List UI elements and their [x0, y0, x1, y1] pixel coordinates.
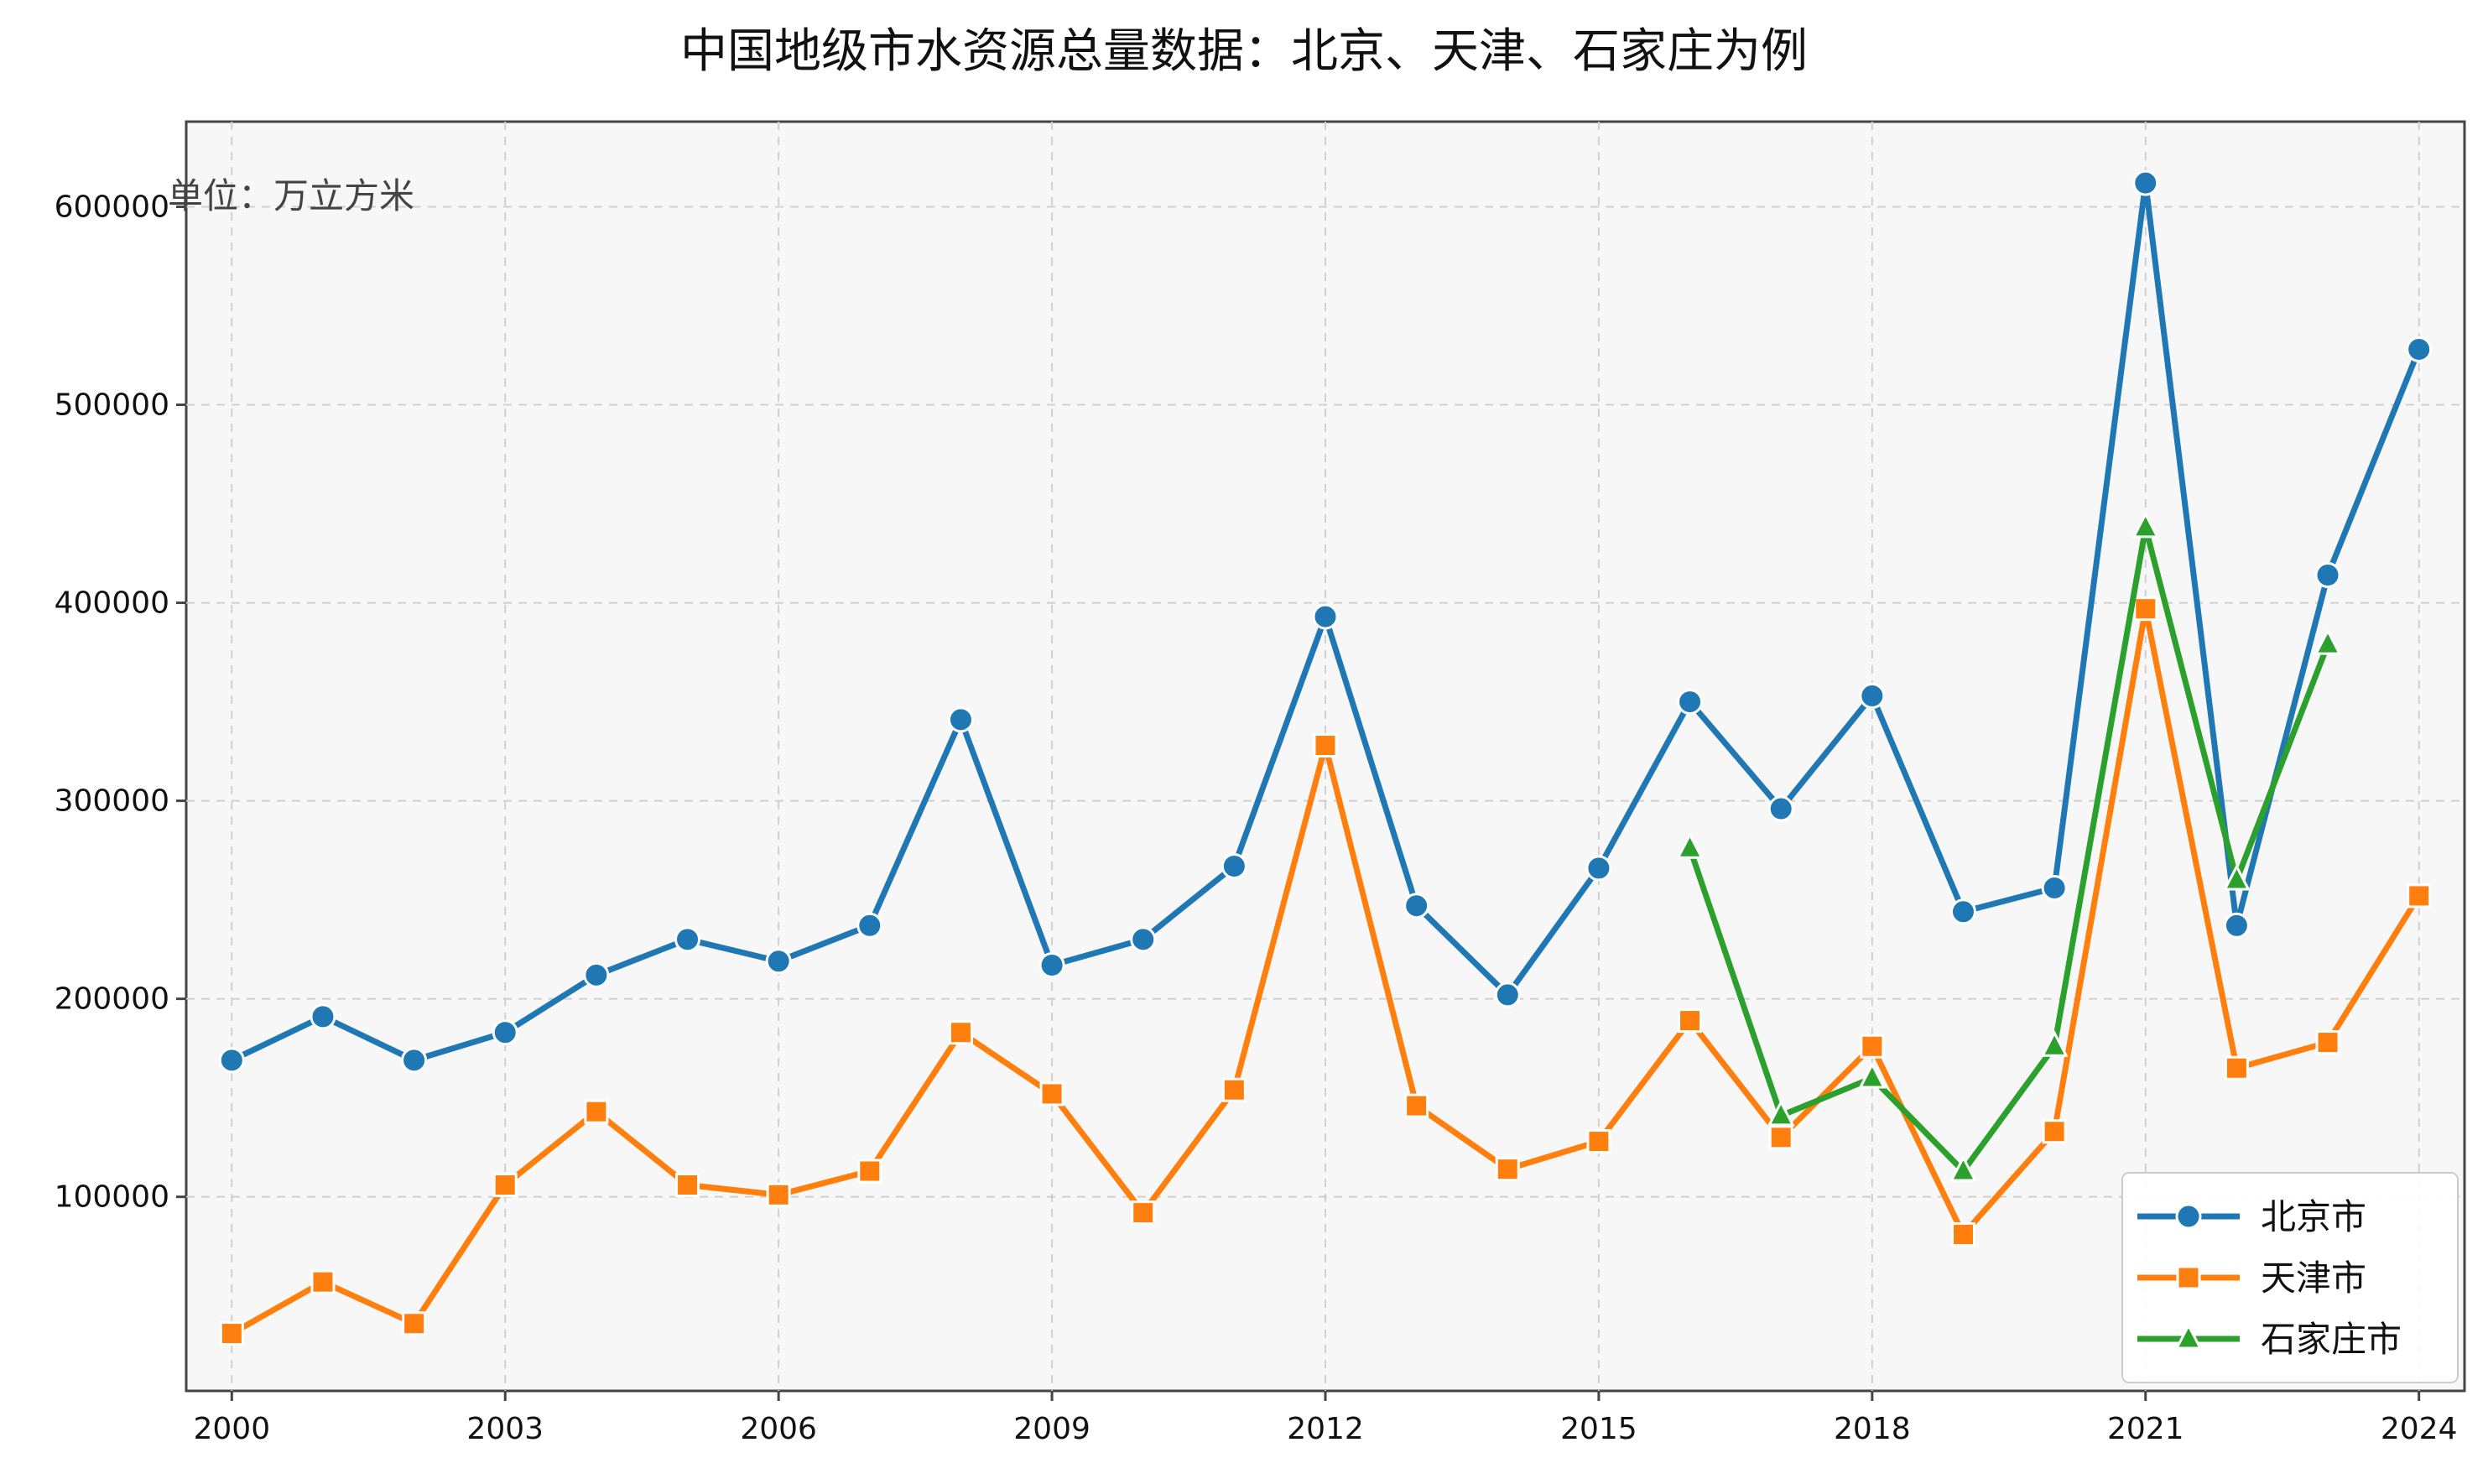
data-point: [1038, 952, 1065, 979]
x-tick-label: 2012: [1287, 1412, 1364, 1446]
series-layer: [218, 169, 2433, 1346]
series-1: [219, 596, 2432, 1346]
data-point: [1494, 982, 1521, 1008]
data-point: [1768, 1125, 1793, 1150]
chart-title: 中国地级市水资源总量数据：北京、天津、石家庄为例: [680, 24, 1808, 79]
x-tick-label: 2018: [1834, 1412, 1911, 1446]
legend-marker: [2176, 1265, 2201, 1290]
y-tick-label: 200000: [55, 982, 169, 1017]
x-tick-label: 2015: [1560, 1412, 1637, 1446]
data-point: [492, 1173, 518, 1198]
x-tick-label: 2021: [2107, 1412, 2184, 1446]
data-point: [948, 1020, 973, 1045]
y-tick-label: 500000: [55, 388, 169, 423]
data-point: [1677, 689, 1704, 716]
y-tick-label: 100000: [55, 1180, 169, 1215]
x-tick-label: 2006: [740, 1412, 817, 1446]
data-point: [675, 1173, 700, 1198]
data-point: [1130, 926, 1157, 953]
series-line: [1687, 524, 2331, 1174]
data-point: [2407, 883, 2432, 909]
data-point: [766, 1182, 791, 1207]
data-point: [2042, 1119, 2067, 1144]
data-point: [1860, 1034, 1885, 1059]
data-point: [2222, 863, 2251, 891]
data-point: [402, 1311, 427, 1336]
data-point: [584, 1099, 609, 1124]
series-2: [1676, 511, 2342, 1182]
data-point: [2041, 874, 2068, 901]
data-point: [310, 1269, 336, 1294]
axes: 100000 200000 300000 400000 500000 600000 2000…: [55, 190, 2458, 1446]
y-tick-label: 600000: [55, 190, 169, 224]
data-point: [1221, 1077, 1247, 1102]
legend-marker: [2175, 1203, 2202, 1230]
y-tick-label: 400000: [55, 586, 169, 621]
data-point: [2315, 1030, 2340, 1055]
legend-label: 天津市: [2261, 1257, 2366, 1299]
data-point: [1403, 893, 1430, 919]
legend-label: 石家庄市: [2261, 1319, 2402, 1360]
data-point: [2040, 1030, 2069, 1057]
data-point: [1859, 683, 1886, 710]
legend-label: 北京市: [2261, 1196, 2366, 1237]
data-point: [583, 961, 610, 988]
data-point: [2224, 1055, 2249, 1080]
data-point: [492, 1019, 518, 1046]
data-point: [2131, 511, 2160, 539]
data-point: [947, 706, 974, 733]
data-point: [856, 912, 883, 939]
data-point: [1676, 831, 1705, 859]
data-point: [2314, 627, 2342, 655]
data-point: [674, 926, 701, 953]
data-point: [1950, 1222, 1975, 1247]
legend-item: 石家庄市: [2137, 1319, 2402, 1360]
data-point: [2314, 562, 2341, 589]
data-point: [857, 1159, 882, 1184]
data-point: [2406, 336, 2433, 362]
x-tick-label: 2024: [2381, 1412, 2458, 1446]
data-point: [1495, 1157, 1520, 1182]
unit-note: 单位：万立方米: [168, 175, 414, 216]
data-point: [401, 1047, 428, 1074]
y-tick-label: 300000: [55, 784, 169, 819]
legend-box: [2121, 1172, 2459, 1383]
data-point: [1767, 1099, 1795, 1127]
data-point: [2223, 912, 2250, 939]
data-point: [310, 1003, 336, 1030]
legend-item: 天津市: [2137, 1257, 2366, 1299]
data-point: [1313, 733, 1338, 758]
x-tick-label: 2003: [466, 1412, 544, 1446]
data-point: [1131, 1200, 1156, 1226]
legend-marker: [2174, 1322, 2203, 1350]
data-point: [1039, 1081, 1064, 1106]
data-point: [765, 948, 792, 975]
data-point: [1221, 853, 1247, 880]
legend-item: 北京市: [2137, 1196, 2366, 1237]
data-point: [1858, 1061, 1887, 1089]
data-point: [1586, 1129, 1611, 1154]
data-point: [1949, 1154, 1977, 1182]
data-point: [218, 1047, 245, 1074]
data-point: [219, 1321, 244, 1346]
data-point: [1312, 603, 1339, 630]
x-tick-label: 2009: [1013, 1412, 1090, 1446]
data-point: [1404, 1093, 1429, 1118]
data-point: [2132, 169, 2159, 196]
series-0: [218, 169, 2433, 1074]
data-point: [1767, 795, 1794, 822]
data-point: [2133, 596, 2158, 622]
data-point: [1678, 1008, 1703, 1034]
data-point: [1585, 855, 1612, 882]
data-point: [1949, 898, 1976, 925]
x-tick-label: 2000: [194, 1412, 271, 1446]
